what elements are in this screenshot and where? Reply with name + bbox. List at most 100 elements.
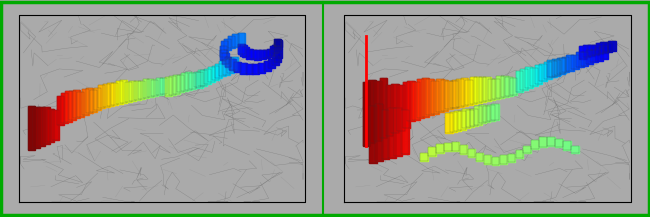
Polygon shape (43, 107, 49, 144)
Polygon shape (608, 41, 616, 51)
Polygon shape (462, 110, 470, 128)
Polygon shape (233, 35, 239, 46)
Polygon shape (532, 140, 539, 149)
Polygon shape (470, 77, 477, 104)
Polygon shape (576, 53, 584, 67)
Polygon shape (382, 110, 389, 159)
Polygon shape (254, 50, 261, 59)
Polygon shape (474, 77, 482, 103)
Polygon shape (240, 63, 247, 74)
Polygon shape (428, 147, 436, 156)
Polygon shape (134, 81, 140, 100)
Polygon shape (223, 59, 230, 75)
Polygon shape (564, 141, 571, 150)
Polygon shape (246, 64, 253, 74)
Polygon shape (579, 46, 587, 59)
Polygon shape (540, 138, 547, 146)
Polygon shape (231, 57, 238, 71)
Polygon shape (208, 67, 214, 82)
Polygon shape (120, 80, 127, 103)
Polygon shape (185, 72, 192, 90)
Polygon shape (523, 146, 531, 153)
Polygon shape (164, 77, 172, 96)
Polygon shape (436, 79, 443, 112)
Polygon shape (520, 69, 528, 90)
Polygon shape (369, 80, 376, 143)
Polygon shape (220, 46, 227, 57)
Polygon shape (380, 78, 387, 138)
Polygon shape (456, 79, 464, 107)
Polygon shape (70, 90, 76, 120)
Polygon shape (588, 45, 595, 56)
Polygon shape (224, 38, 231, 50)
Polygon shape (431, 81, 439, 114)
Polygon shape (388, 108, 396, 158)
Polygon shape (555, 139, 563, 147)
Polygon shape (547, 137, 555, 146)
Polygon shape (505, 77, 513, 96)
Polygon shape (408, 81, 415, 121)
Polygon shape (530, 68, 538, 85)
Polygon shape (103, 84, 109, 107)
Polygon shape (52, 110, 59, 140)
Polygon shape (161, 78, 167, 94)
Polygon shape (376, 104, 383, 161)
Polygon shape (90, 90, 97, 112)
Polygon shape (196, 72, 203, 88)
Polygon shape (465, 80, 473, 105)
Polygon shape (515, 71, 523, 92)
Polygon shape (177, 75, 184, 92)
Polygon shape (65, 91, 72, 122)
Polygon shape (571, 146, 579, 153)
Polygon shape (198, 70, 205, 86)
Polygon shape (571, 55, 579, 69)
Polygon shape (227, 58, 234, 73)
Polygon shape (275, 49, 282, 58)
Polygon shape (484, 155, 491, 164)
Polygon shape (57, 96, 64, 125)
Polygon shape (562, 57, 569, 72)
Polygon shape (61, 93, 68, 123)
Polygon shape (454, 112, 462, 131)
Polygon shape (461, 78, 469, 106)
Polygon shape (238, 33, 244, 46)
Polygon shape (212, 66, 218, 80)
Polygon shape (600, 43, 608, 53)
Polygon shape (586, 50, 593, 64)
Polygon shape (583, 45, 591, 58)
Polygon shape (500, 155, 507, 164)
Polygon shape (151, 80, 159, 96)
Polygon shape (426, 79, 434, 115)
Polygon shape (221, 41, 228, 53)
Polygon shape (452, 80, 460, 108)
Polygon shape (194, 72, 201, 87)
Polygon shape (169, 76, 176, 95)
Polygon shape (487, 105, 495, 121)
Polygon shape (222, 53, 229, 64)
Polygon shape (417, 79, 424, 118)
Polygon shape (590, 50, 598, 62)
Polygon shape (491, 104, 499, 120)
Polygon shape (107, 83, 114, 106)
Polygon shape (549, 61, 556, 77)
Polygon shape (227, 36, 235, 48)
Polygon shape (252, 64, 259, 74)
Polygon shape (94, 88, 101, 110)
Polygon shape (596, 43, 603, 54)
Polygon shape (147, 79, 154, 97)
Polygon shape (420, 153, 428, 161)
Polygon shape (250, 50, 257, 59)
Polygon shape (219, 61, 226, 76)
Polygon shape (552, 59, 560, 76)
Polygon shape (259, 50, 266, 59)
Polygon shape (258, 63, 265, 73)
Polygon shape (468, 149, 475, 157)
Polygon shape (460, 145, 467, 153)
Polygon shape (73, 90, 81, 118)
Polygon shape (488, 79, 495, 100)
Polygon shape (547, 61, 555, 77)
Polygon shape (267, 49, 274, 57)
Polygon shape (220, 50, 227, 60)
Polygon shape (215, 64, 222, 78)
Polygon shape (86, 88, 93, 113)
